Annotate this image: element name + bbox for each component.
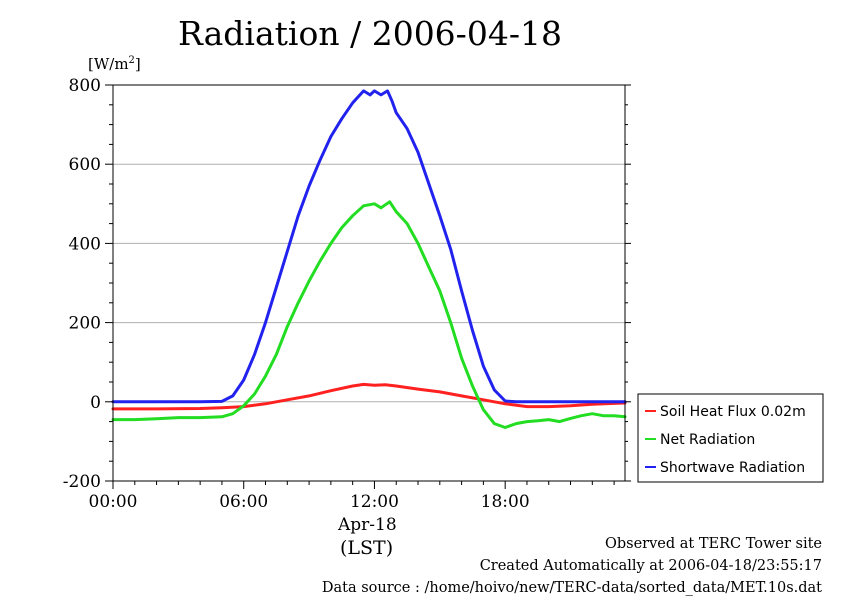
- series-line-2: [111, 89, 627, 404]
- series-layer: [111, 89, 627, 429]
- x-tick-label: 06:00: [219, 492, 268, 512]
- legend-label: Shortwave Radiation: [660, 460, 805, 476]
- x-tick-label: 12:00: [350, 492, 399, 512]
- legend-box: [637, 393, 824, 483]
- legend-label: Net Radiation: [660, 432, 755, 448]
- chart-title: Radiation / 2006-04-18: [178, 14, 562, 53]
- legend-label: Soil Heat Flux 0.02m: [660, 404, 806, 420]
- y-axis-unit-tail: ]: [134, 55, 141, 73]
- footer-site-text: Observed at TERC Tower site: [604, 536, 822, 552]
- y-tick-label: -200: [63, 472, 101, 492]
- x-tick-label: 00:00: [89, 492, 138, 512]
- x-axis-unit-label: (LST): [340, 537, 394, 559]
- x-tick-label: 18:00: [481, 492, 530, 512]
- y-tick-label: 800: [69, 76, 101, 96]
- y-axis-unit-text: [W/m: [88, 55, 129, 73]
- y-tick-label: 600: [69, 155, 101, 175]
- x-axis-date-label: Apr-18: [338, 515, 397, 535]
- series-line-1: [111, 200, 627, 429]
- plot-frame: [112, 84, 626, 482]
- y-tick-label: 0: [90, 393, 101, 413]
- footer-created-text: Created Automatically at 2006-04-18/23:5…: [479, 558, 822, 574]
- grid-layer: [113, 84, 625, 482]
- y-axis-unit-superscript: 2: [128, 55, 135, 66]
- y-tick-label: 200: [69, 314, 101, 334]
- axis-layer: -200 0 200 400 600 800 00:00 06:00 12:00 18:00: [63, 76, 631, 512]
- legend: Soil Heat Flux 0.02m Net Radiation Shortwa…: [637, 393, 824, 483]
- y-tick-label: 400: [69, 234, 101, 254]
- footer-source-text: Data source : /home/hoivo/new/TERC-data/…: [321, 580, 822, 596]
- y-axis-unit-label: [W/m2]: [88, 55, 141, 73]
- series-line-0: [111, 382, 627, 411]
